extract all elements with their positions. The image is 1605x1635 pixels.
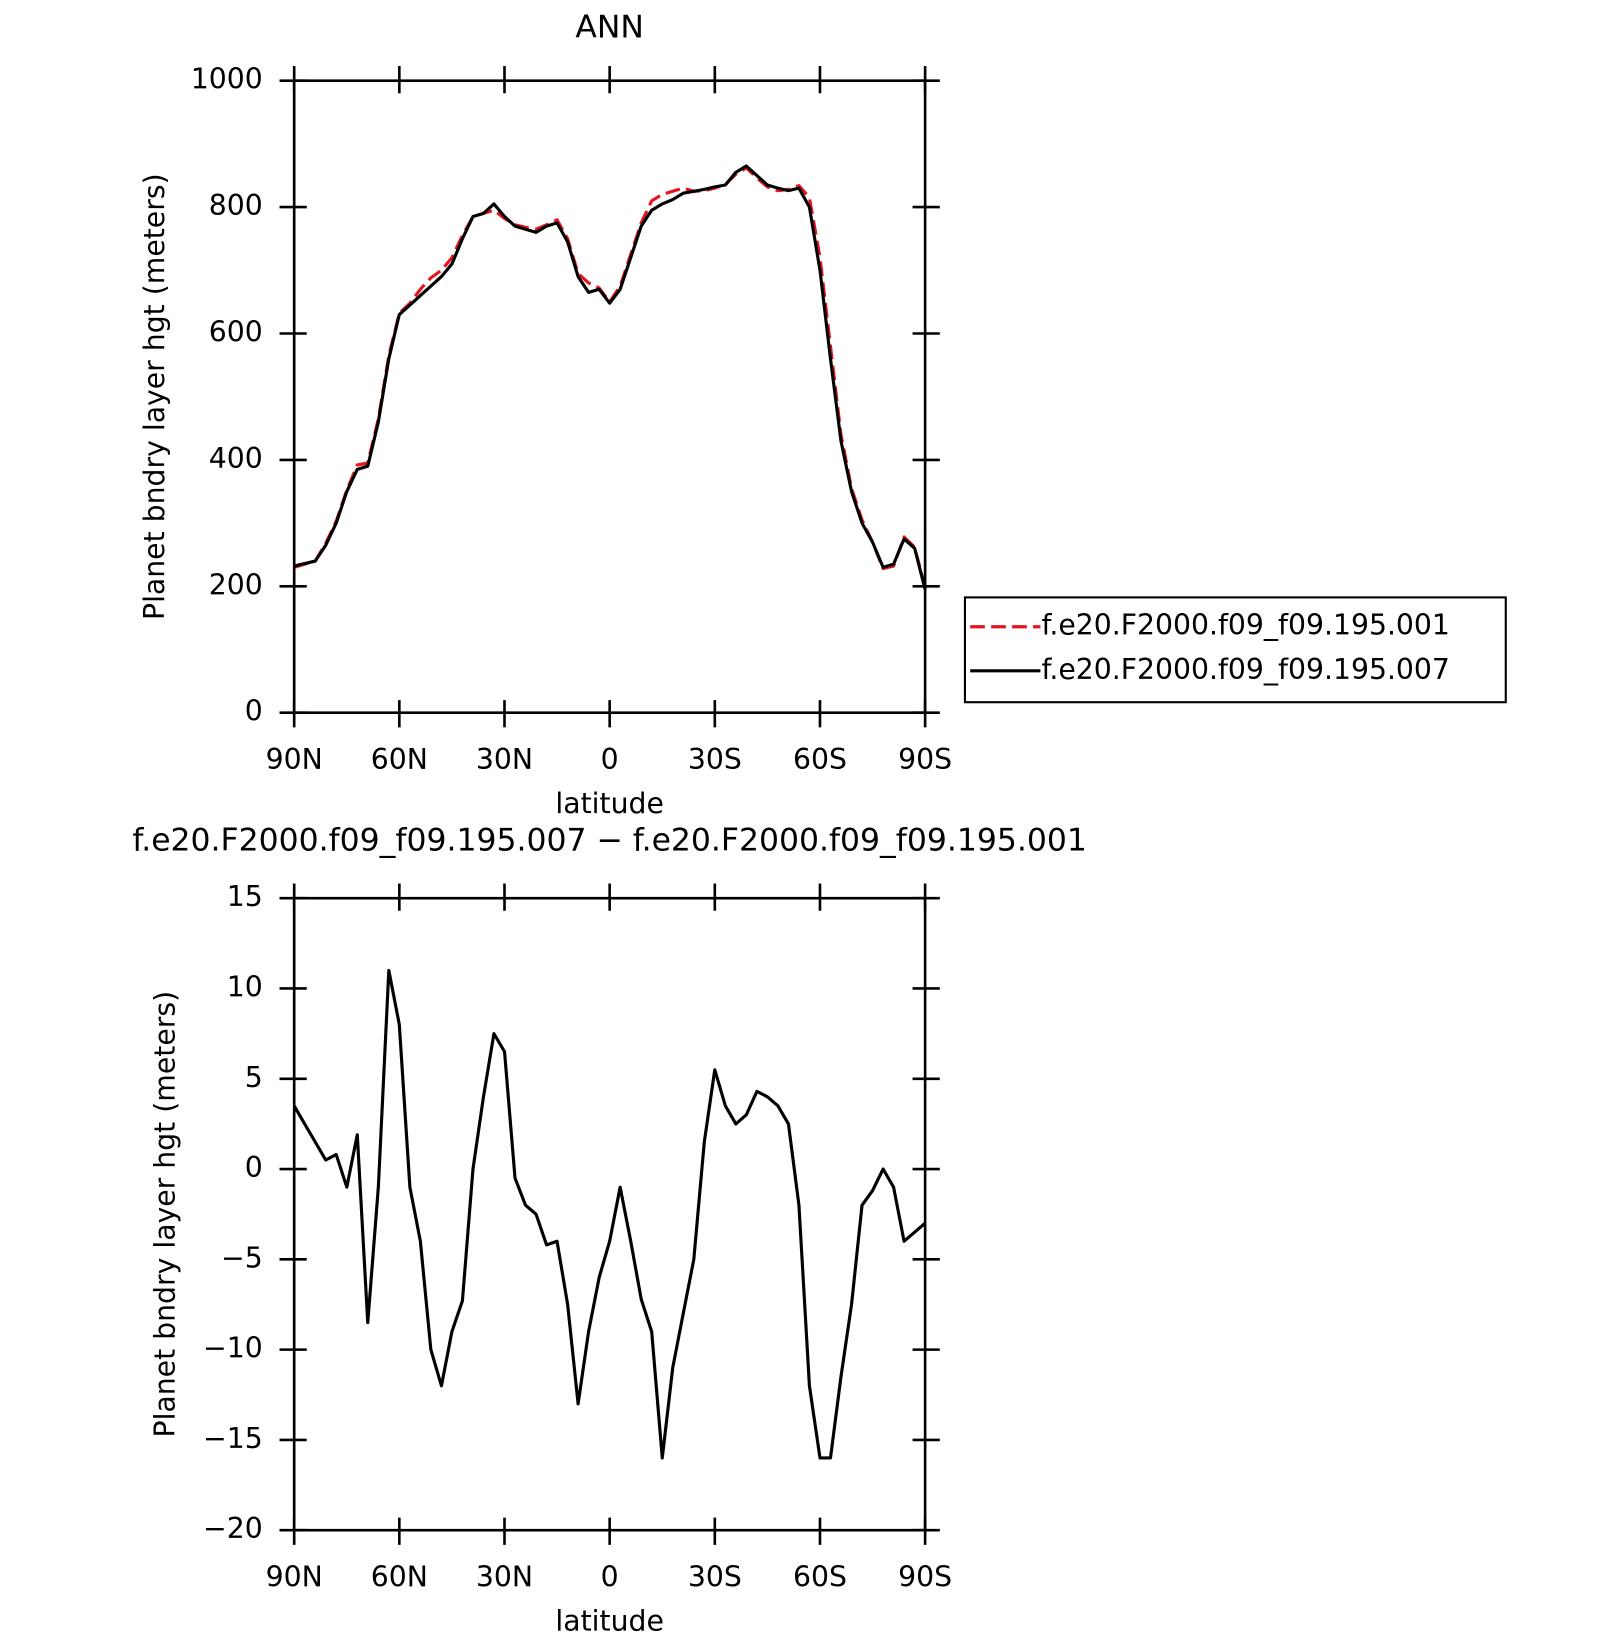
chart-title: f.e20.F2000.f09_f09.195.007 − f.e20.F200… <box>132 823 1086 859</box>
plot-frame <box>292 79 927 715</box>
y-tick-label: 400 <box>209 442 263 475</box>
x-tick-label: 90S <box>898 1560 952 1593</box>
y-tick-label: −10 <box>203 1332 263 1365</box>
x-axis-label: latitude <box>555 787 664 820</box>
data-line <box>292 968 927 1460</box>
legend-label: f.e20.F2000.f09_f09.195.001 <box>1041 609 1449 642</box>
y-tick-label: 1000 <box>191 63 263 96</box>
chart-title: ANN <box>575 9 644 45</box>
data-line <box>293 164 927 590</box>
x-tick-label: 90S <box>898 743 952 776</box>
y-tick-label: 600 <box>209 315 263 348</box>
x-tick-label: 60N <box>371 1560 428 1593</box>
y-axis-label: Planet bndry layer hgt (meters) <box>138 173 171 620</box>
x-tick-label: 30N <box>476 743 533 776</box>
legend-box <box>963 596 1507 704</box>
data-line <box>293 166 927 588</box>
x-tick-label: 30S <box>688 743 742 776</box>
x-tick-label: 90N <box>266 743 323 776</box>
y-tick-label: −20 <box>203 1512 263 1545</box>
y-tick-label: −5 <box>221 1241 263 1274</box>
legend-label: f.e20.F2000.f09_f09.195.007 <box>1041 653 1449 686</box>
y-tick-label: 10 <box>227 970 263 1003</box>
y-tick-label: 800 <box>209 189 263 222</box>
x-tick-label: 30N <box>476 1560 533 1593</box>
y-tick-label: 0 <box>245 1151 263 1184</box>
x-tick-label: 60S <box>793 1560 847 1593</box>
x-tick-label: 30S <box>688 1560 742 1593</box>
y-tick-label: 200 <box>209 568 263 601</box>
x-tick-label: 0 <box>601 743 619 776</box>
y-tick-label: 5 <box>245 1061 263 1094</box>
y-tick-label: 0 <box>245 695 263 728</box>
y-axis-label: Planet bndry layer hgt (meters) <box>148 991 181 1438</box>
x-tick-label: 90N <box>266 1560 323 1593</box>
x-axis-label: latitude <box>555 1604 664 1635</box>
y-tick-label: 15 <box>227 880 263 913</box>
y-tick-label: −15 <box>203 1422 263 1455</box>
x-tick-label: 60N <box>371 743 428 776</box>
x-tick-label: 60S <box>793 743 847 776</box>
x-tick-label: 0 <box>601 1560 619 1593</box>
